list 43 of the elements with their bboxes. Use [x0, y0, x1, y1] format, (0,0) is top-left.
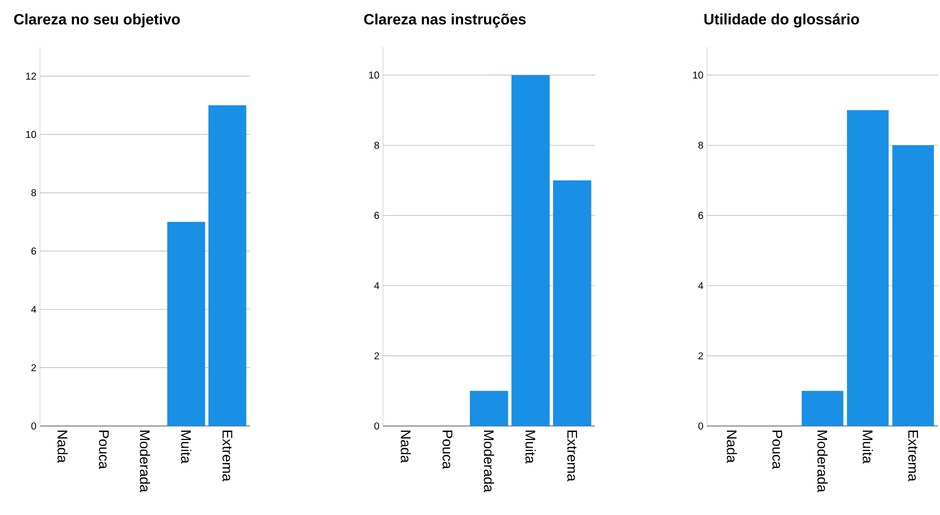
chart-title: Utilidade do glossário [704, 13, 860, 28]
bar [846, 110, 889, 426]
y-tick-label: 2 [31, 364, 36, 372]
x-tick-label: Nada [400, 430, 411, 463]
x-tick-label: Extrema [222, 430, 232, 482]
x-tick-label: Extrema [908, 430, 918, 482]
chart-title: Clareza no seu objetivo [14, 14, 180, 28]
bar [470, 390, 508, 426]
x-tick-label: Pouca [98, 430, 109, 470]
y-tick-label: 0 [374, 422, 380, 430]
x-tick-label: Nada [58, 430, 68, 463]
bar [511, 75, 550, 426]
y-tick-label: 8 [31, 189, 36, 196]
y-tick-label: 2 [698, 352, 703, 360]
y-tick-label: 10 [693, 72, 704, 79]
y-tick-label: 10 [26, 130, 36, 138]
x-tick-label: Muita [181, 430, 192, 464]
x-tick-label: Pouca [772, 430, 782, 470]
y-tick-label: 4 [31, 306, 36, 313]
y-tick-label: 8 [698, 142, 704, 149]
x-tick-label: Moderada [817, 430, 828, 492]
chart-title: Clareza nas instruções [364, 14, 526, 28]
y-tick-label: 12 [26, 72, 36, 80]
x-tick-label: Muita [525, 430, 536, 464]
y-tick-label: 4 [374, 282, 380, 290]
bar [553, 180, 592, 426]
x-tick-label: Moderada [140, 430, 150, 492]
y-tick-label: 6 [374, 212, 380, 219]
x-tick-label: Muita [862, 430, 873, 464]
x-tick-label: Extrema [567, 430, 578, 482]
y-tick-label: 2 [374, 352, 379, 360]
x-tick-label: Moderada [484, 430, 494, 492]
x-tick-label: Pouca [442, 430, 452, 470]
x-tick-label: Nada [726, 430, 738, 463]
y-tick-label: 8 [374, 142, 380, 149]
y-tick-label: 4 [698, 282, 704, 290]
y-tick-label: 0 [31, 422, 36, 430]
bar [892, 145, 934, 426]
bar [802, 390, 844, 426]
y-tick-label: 0 [698, 422, 704, 430]
y-tick-label: 10 [369, 72, 380, 79]
y-tick-label: 6 [31, 248, 36, 255]
y-tick-label: 6 [698, 212, 704, 219]
